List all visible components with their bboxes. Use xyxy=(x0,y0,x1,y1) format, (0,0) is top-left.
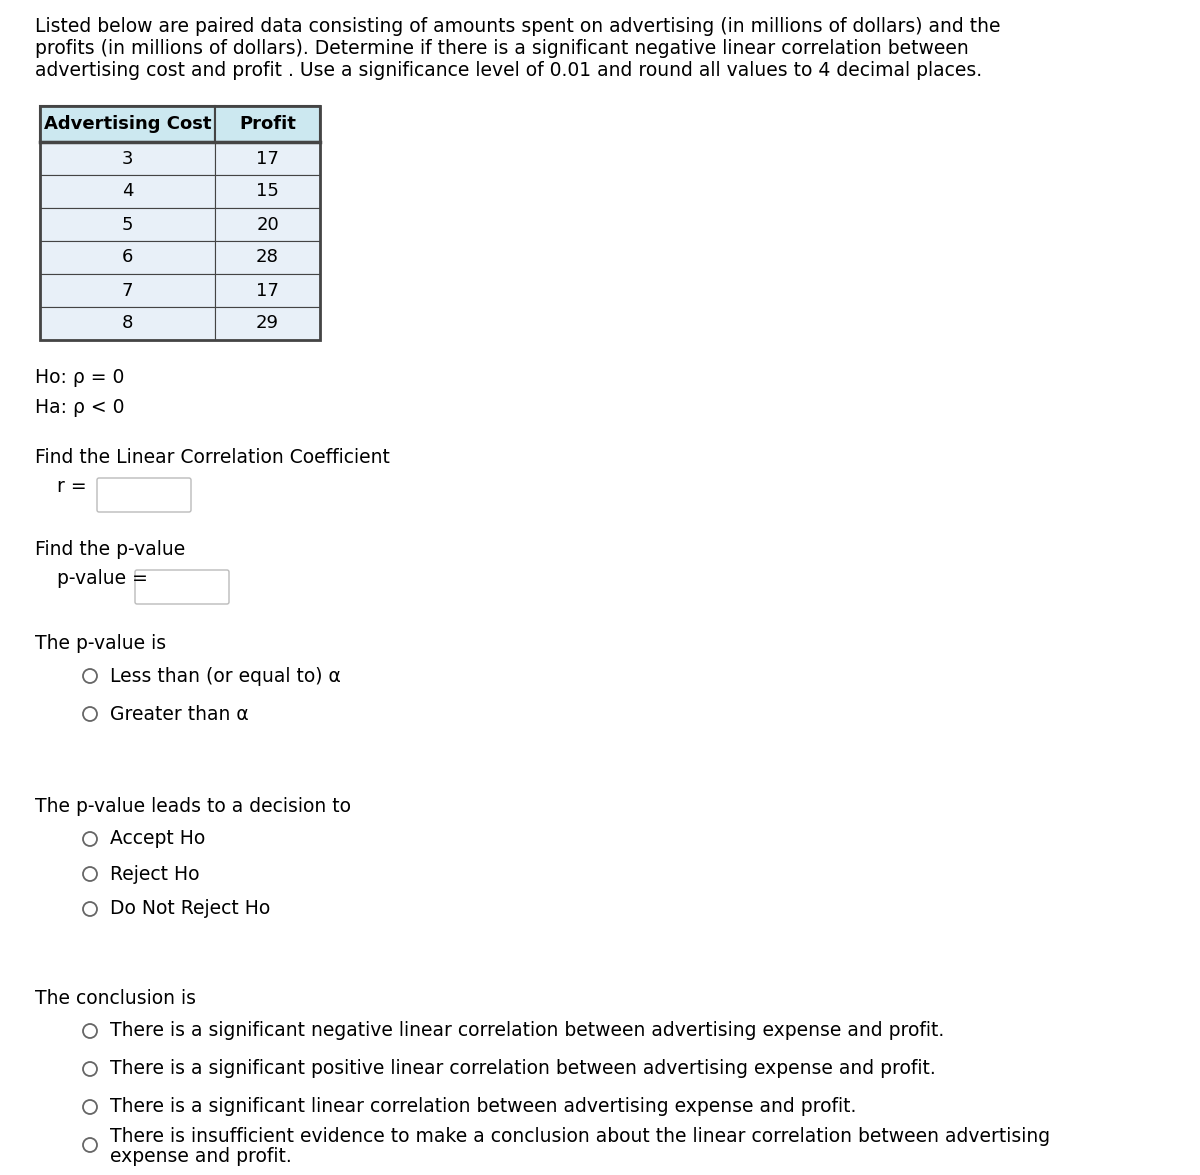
Text: The p-value leads to a decision to: The p-value leads to a decision to xyxy=(35,797,352,815)
Text: r =: r = xyxy=(58,477,86,496)
Text: profits (in millions of dollars). Determine if there is a significant negative l: profits (in millions of dollars). Determ… xyxy=(35,39,968,58)
Text: Profit: Profit xyxy=(239,115,296,133)
FancyBboxPatch shape xyxy=(215,175,320,208)
Text: Reject Ho: Reject Ho xyxy=(110,865,199,884)
Text: Accept Ho: Accept Ho xyxy=(110,830,205,848)
Text: 8: 8 xyxy=(122,315,133,333)
FancyBboxPatch shape xyxy=(40,106,215,142)
FancyBboxPatch shape xyxy=(40,175,215,208)
FancyBboxPatch shape xyxy=(134,570,229,604)
Text: 28: 28 xyxy=(256,248,278,267)
Text: 6: 6 xyxy=(122,248,133,267)
FancyBboxPatch shape xyxy=(40,142,215,175)
FancyBboxPatch shape xyxy=(215,142,320,175)
FancyBboxPatch shape xyxy=(215,307,320,340)
Text: Do Not Reject Ho: Do Not Reject Ho xyxy=(110,900,270,919)
FancyBboxPatch shape xyxy=(40,307,215,340)
Text: Find the Linear Correlation Coefficient: Find the Linear Correlation Coefficient xyxy=(35,448,390,466)
Text: advertising cost and profit . Use a significance level of 0.01 and round all val: advertising cost and profit . Use a sign… xyxy=(35,61,982,80)
FancyBboxPatch shape xyxy=(40,208,215,241)
Text: There is a significant negative linear correlation between advertising expense a: There is a significant negative linear c… xyxy=(110,1021,944,1041)
Text: 3: 3 xyxy=(121,149,133,168)
FancyBboxPatch shape xyxy=(40,241,215,274)
Text: There is a significant positive linear correlation between advertising expense a: There is a significant positive linear c… xyxy=(110,1060,936,1079)
Text: 17: 17 xyxy=(256,149,278,168)
Text: 29: 29 xyxy=(256,315,278,333)
FancyBboxPatch shape xyxy=(215,274,320,307)
Text: p-value =: p-value = xyxy=(58,569,148,588)
Text: Find the p-value: Find the p-value xyxy=(35,540,185,559)
Text: expense and profit.: expense and profit. xyxy=(110,1148,292,1167)
Text: Advertising Cost: Advertising Cost xyxy=(43,115,211,133)
FancyBboxPatch shape xyxy=(215,208,320,241)
Text: Ho: ρ = 0: Ho: ρ = 0 xyxy=(35,368,125,387)
FancyBboxPatch shape xyxy=(215,106,320,142)
Text: There is insufficient evidence to make a conclusion about the linear correlation: There is insufficient evidence to make a… xyxy=(110,1128,1050,1147)
Text: 4: 4 xyxy=(121,182,133,201)
Text: Greater than α: Greater than α xyxy=(110,705,248,724)
Text: 7: 7 xyxy=(121,282,133,300)
Text: Listed below are paired data consisting of amounts spent on advertising (in mill: Listed below are paired data consisting … xyxy=(35,16,1001,36)
Text: There is a significant linear correlation between advertising expense and profit: There is a significant linear correlatio… xyxy=(110,1097,857,1116)
Text: 20: 20 xyxy=(256,215,278,234)
Text: The p-value is: The p-value is xyxy=(35,634,166,653)
Text: 15: 15 xyxy=(256,182,278,201)
Text: 5: 5 xyxy=(121,215,133,234)
FancyBboxPatch shape xyxy=(40,274,215,307)
Text: The conclusion is: The conclusion is xyxy=(35,989,196,1008)
FancyBboxPatch shape xyxy=(97,478,191,512)
Text: Ha: ρ < 0: Ha: ρ < 0 xyxy=(35,398,125,417)
Text: 17: 17 xyxy=(256,282,278,300)
FancyBboxPatch shape xyxy=(215,241,320,274)
Text: Less than (or equal to) α: Less than (or equal to) α xyxy=(110,666,341,685)
